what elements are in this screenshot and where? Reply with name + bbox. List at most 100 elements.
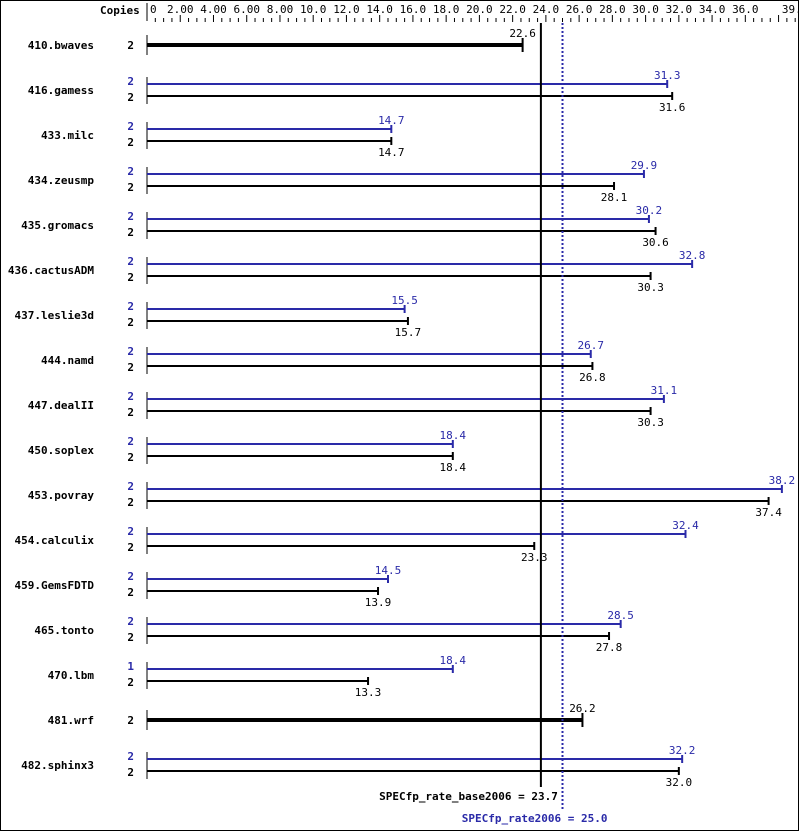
peak-bar [147, 173, 644, 175]
base-reference-label: SPECfp_rate_base2006 = 23.7 [379, 790, 558, 803]
peak-value-label: 14.7 [378, 114, 405, 127]
copies-base: 2 [127, 226, 134, 239]
copies-base: 2 [127, 271, 134, 284]
peak-bar [147, 308, 405, 310]
peak-bar [147, 758, 683, 760]
copies-peak: 2 [127, 750, 134, 763]
copies-base: 2 [127, 91, 134, 104]
copies-peak: 2 [127, 570, 134, 583]
peak-value-label: 31.1 [651, 384, 678, 397]
tick-label: 20.0 [466, 3, 493, 16]
copies-peak: 2 [127, 255, 134, 268]
base-bar [147, 410, 651, 412]
peak-bar [147, 488, 782, 490]
copies-base: 2 [127, 586, 134, 599]
tick-label: 14.0 [366, 3, 393, 16]
peak-bar [147, 128, 392, 130]
tick-label: 30.0 [632, 3, 659, 16]
benchmark-label: 447.dealII [28, 399, 94, 412]
base-value-label: 18.4 [440, 461, 467, 474]
peak-bar [147, 668, 453, 670]
peak-value-label: 32.2 [669, 744, 696, 757]
copies-peak: 2 [127, 120, 134, 133]
base-value-label: 15.7 [395, 326, 422, 339]
peak-reference-label: SPECfp_rate2006 = 25.0 [462, 812, 608, 825]
copies-peak: 2 [127, 210, 134, 223]
peak-bar [147, 533, 686, 535]
benchmark-label: 444.namd [41, 354, 94, 367]
tick-label: 2.00 [167, 3, 194, 16]
base-bar [147, 770, 679, 772]
base-value-label: 26.2 [569, 702, 596, 715]
peak-value-label: 28.5 [607, 609, 634, 622]
tick-label: 36.0 [732, 3, 759, 16]
base-value-label: 32.0 [666, 776, 693, 789]
peak-value-label: 32.4 [672, 519, 699, 532]
copies-base: 2 [127, 406, 134, 419]
base-bar [147, 43, 523, 47]
copies-base: 2 [127, 541, 134, 554]
tick-label: 6.00 [233, 3, 260, 16]
base-value-label: 28.1 [601, 191, 628, 204]
copies-peak: 2 [127, 525, 134, 538]
base-bar [147, 500, 769, 502]
copies-peak: 1 [127, 660, 134, 673]
benchmark-label: 437.leslie3d [15, 309, 94, 322]
base-bar [147, 590, 379, 592]
tick-label: 16.0 [400, 3, 427, 16]
copies-peak: 2 [127, 75, 134, 88]
copies-peak: 2 [127, 435, 134, 448]
peak-value-label: 18.4 [440, 654, 467, 667]
tick-label: 28.0 [599, 3, 626, 16]
peak-bar [147, 443, 453, 445]
peak-bar [147, 623, 621, 625]
base-bar [147, 455, 453, 457]
tick-label: 32.0 [666, 3, 693, 16]
benchmark-label: 435.gromacs [21, 219, 94, 232]
peak-bar [147, 353, 591, 355]
base-value-label: 13.3 [355, 686, 382, 699]
peak-value-label: 26.7 [578, 339, 605, 352]
base-value-label: 30.6 [642, 236, 669, 249]
base-bar [147, 275, 651, 277]
base-value-label: 22.6 [509, 27, 536, 40]
tick-label: 4.00 [200, 3, 227, 16]
benchmark-label: 453.povray [28, 489, 95, 502]
copies-peak: 2 [127, 480, 134, 493]
benchmark-label: 410.bwaves [28, 39, 94, 52]
copies-base: 2 [127, 766, 134, 779]
benchmark-label: 436.cactusADM [8, 264, 94, 277]
peak-value-label: 31.3 [654, 69, 681, 82]
base-bar [147, 320, 408, 322]
peak-value-label: 18.4 [440, 429, 467, 442]
copies-peak: 2 [127, 615, 134, 628]
base-value-label: 30.3 [637, 416, 664, 429]
benchmark-label: 481.wrf [48, 714, 94, 727]
base-value-label: 37.4 [755, 506, 782, 519]
peak-bar [147, 578, 388, 580]
tick-label: 8.00 [267, 3, 294, 16]
copies-header: Copies [100, 4, 140, 17]
benchmark-label: 470.lbm [48, 669, 95, 682]
benchmark-label: 416.gamess [28, 84, 94, 97]
benchmark-label: 450.soplex [28, 444, 95, 457]
base-value-label: 23.3 [521, 551, 548, 564]
copies-base: 2 [127, 361, 134, 374]
benchmark-label: 433.milc [41, 129, 94, 142]
copies-peak: 2 [127, 300, 134, 313]
tick-label: 34.0 [699, 3, 726, 16]
copies-peak: 2 [127, 345, 134, 358]
tick-label: 18.0 [433, 3, 460, 16]
copies-peak: 2 [127, 165, 134, 178]
copies-base: 2 [127, 136, 134, 149]
benchmark-label: 482.sphinx3 [21, 759, 94, 772]
tick-label: 10.0 [300, 3, 327, 16]
peak-bar [147, 398, 664, 400]
peak-value-label: 29.9 [631, 159, 658, 172]
copies-base: 2 [127, 631, 134, 644]
copies-base: 2 [127, 451, 134, 464]
base-bar [147, 230, 656, 232]
peak-value-label: 15.5 [391, 294, 418, 307]
base-bar [147, 365, 593, 367]
